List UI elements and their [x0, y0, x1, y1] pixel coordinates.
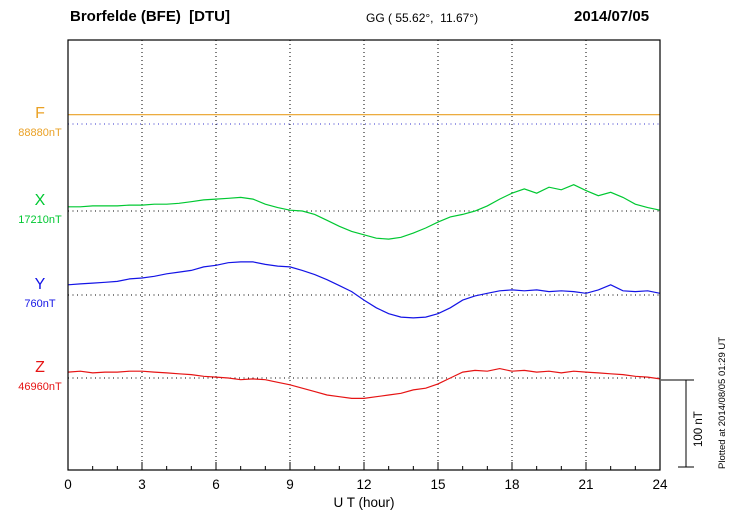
- baseline-value-Z: 46960nT: [18, 381, 62, 393]
- trace-X: [68, 184, 661, 240]
- x-tick-label: 12: [356, 477, 371, 492]
- x-tick-label: 24: [652, 477, 668, 492]
- x-tick-label: 9: [286, 477, 294, 492]
- baseline-value-F: 88880nT: [18, 127, 62, 139]
- geographic-coords: GG ( 55.62°, 11.67°): [366, 11, 479, 25]
- component-label-F: F: [35, 105, 45, 122]
- scale-bar: [661, 379, 694, 468]
- plotted-at-note: Plotted at 2014/08/05 01:29 UT: [717, 336, 728, 469]
- component-label-Z: Z: [35, 359, 45, 376]
- trace-Z: [67, 367, 661, 399]
- x-tick-label: 21: [578, 477, 593, 492]
- x-tick-label: 15: [430, 477, 445, 492]
- x-tick-label: 18: [504, 477, 519, 492]
- trace-Y: [67, 261, 661, 319]
- plot-frame: [67, 39, 661, 471]
- component-label-Y: Y: [34, 276, 46, 293]
- x-tick-label: 0: [64, 477, 72, 492]
- x-tick-label: 6: [212, 477, 220, 492]
- date-label: 2014/07/05: [574, 8, 650, 25]
- baseline-value-Y: 760nT: [24, 298, 56, 310]
- x-tick-label: 3: [138, 477, 146, 492]
- x-axis-title: U T (hour): [333, 495, 395, 510]
- station-title: Brorfelde (BFE) [DTU]: [70, 8, 230, 25]
- component-label-X: X: [34, 192, 46, 209]
- scale-bar-label: 100 nT: [693, 411, 705, 447]
- baseline-value-X: 17210nT: [18, 214, 62, 226]
